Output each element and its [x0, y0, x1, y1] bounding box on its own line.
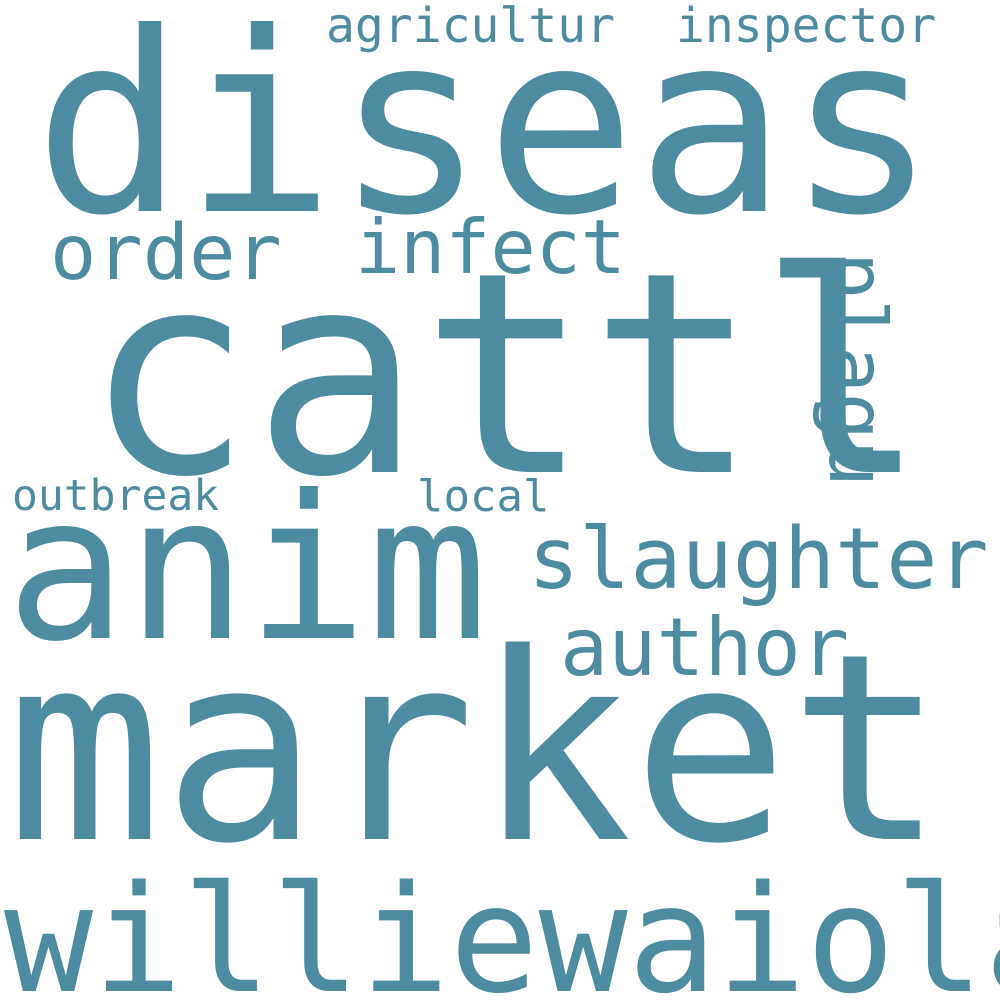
word-diseas: diseas [34, 0, 938, 270]
word-plagu: plagu [811, 252, 901, 487]
word-inspector: inspector [676, 0, 937, 54]
word-order: order [50, 209, 282, 298]
word-slaughter: slaughter [528, 510, 989, 609]
word-cattl: cattl [84, 213, 927, 539]
word-williewaiola: williewaiola [4, 854, 1000, 1000]
word-agricultur: agricultur [326, 0, 615, 54]
word-local: local [417, 471, 550, 522]
word-anim: anim [6, 453, 488, 686]
word-market: market [6, 599, 946, 901]
word-infect: infect [355, 203, 626, 291]
word-author: author [560, 601, 849, 694]
word-outbreak: outbreak [12, 471, 220, 521]
